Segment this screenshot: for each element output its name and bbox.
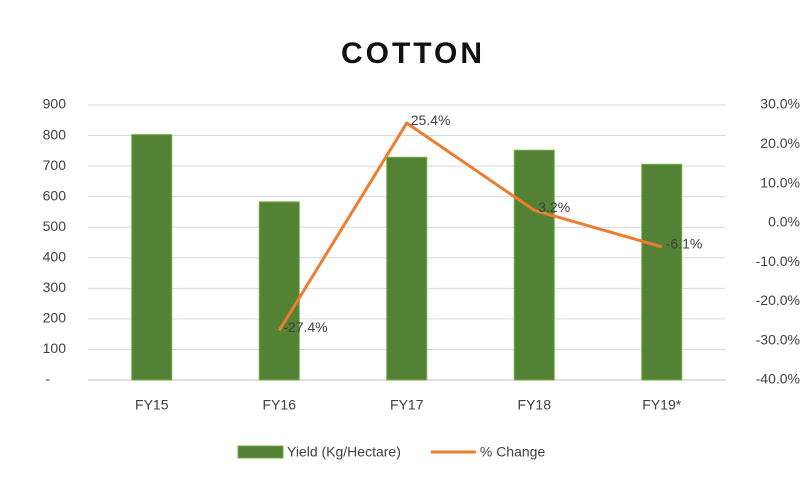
y-tick-label: 100 [43, 340, 67, 356]
y2-tick-label: -30.0% [756, 331, 800, 347]
y2-tick-label: 30.0% [760, 96, 800, 112]
y-tick-label: 300 [43, 279, 67, 295]
legend-swatch [237, 445, 284, 459]
data-label: 3.2% [538, 199, 570, 215]
y2-tick-label: -20.0% [756, 292, 800, 308]
data-label: -6.1% [666, 236, 703, 252]
bar [386, 156, 428, 381]
y2-tick-label: -10.0% [756, 253, 800, 269]
x-tick-label: FY17 [390, 397, 424, 413]
y2-tick-label: 20.0% [760, 135, 800, 151]
data-label: 25.4% [411, 112, 451, 128]
x-tick-label: FY19* [642, 397, 681, 413]
line [277, 121, 663, 332]
x-tick-label: FY15 [135, 397, 169, 413]
y-tick-label: - [45, 371, 50, 387]
bar [131, 134, 173, 381]
y-tick-label: 900 [43, 96, 67, 112]
bar [513, 149, 555, 381]
y-tick-label: 200 [43, 310, 67, 326]
y-tick-label: 500 [43, 218, 67, 234]
y2-tick-label: -40.0% [756, 371, 800, 387]
legend-label: % Change [480, 444, 546, 460]
y-tick-label: 800 [43, 126, 67, 142]
x-tick-label: FY16 [263, 397, 297, 413]
data-label: -27.4% [283, 319, 327, 335]
y-tick-label: 400 [43, 248, 67, 264]
y-tick-label: 700 [43, 157, 67, 173]
y-tick-label: 600 [43, 187, 67, 203]
bar [258, 201, 300, 381]
y2-tick-label: 10.0% [760, 174, 800, 190]
bar [641, 163, 683, 381]
legend-label: Yield (Kg/Hectare) [287, 444, 401, 460]
chart-title: COTTON [341, 37, 485, 70]
y2-tick-label: 0.0% [768, 214, 800, 230]
x-tick-label: FY18 [518, 397, 552, 413]
